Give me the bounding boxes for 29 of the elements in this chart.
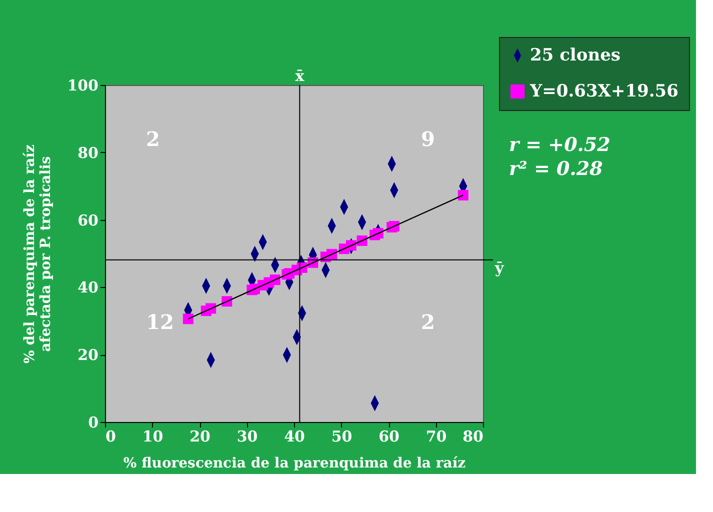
text: r = +0.52 xyxy=(509,134,610,156)
y-tick-label: 20 xyxy=(78,346,98,364)
annotation: 9 xyxy=(421,127,435,151)
x-tick-label: 50 xyxy=(331,428,352,446)
y-tick-label: 100 xyxy=(67,76,98,94)
ref-line-label: ȳ xyxy=(494,258,505,277)
y-tick-label: 60 xyxy=(78,211,98,230)
legend-label: 25 clones xyxy=(530,46,620,66)
point xyxy=(182,314,194,324)
x-tick-label: 80 xyxy=(462,428,484,446)
ref-line-label: x̄ xyxy=(295,67,306,85)
y-tick-label: 40 xyxy=(78,278,98,297)
x-tick-label: 60 xyxy=(378,428,400,446)
y-tick-label: 0 xyxy=(88,414,98,432)
annotation: 2 xyxy=(421,310,435,334)
x-tick-label: 40 xyxy=(284,428,305,446)
point xyxy=(458,190,468,200)
y-tick-label: 80 xyxy=(78,144,98,162)
x-tick-label: 30 xyxy=(236,428,258,446)
y-axis-title: % del parenquima de la raíz afectada por P. tropicalis xyxy=(22,144,54,364)
annotation: 2 xyxy=(146,127,160,151)
x-tick-label: 20 xyxy=(190,428,210,446)
legend-label: Y=0.63X+19.56 xyxy=(529,82,678,102)
x-tick-label: 70 xyxy=(426,428,447,446)
annotation: 12 xyxy=(146,310,174,334)
x-axis-title: % fluorescencia de la parenquima de la raíz xyxy=(123,456,466,472)
text: r² = 0.28 xyxy=(509,158,603,180)
x-tick-label: 10 xyxy=(142,428,164,446)
x-tick-label: 0 xyxy=(106,428,116,446)
